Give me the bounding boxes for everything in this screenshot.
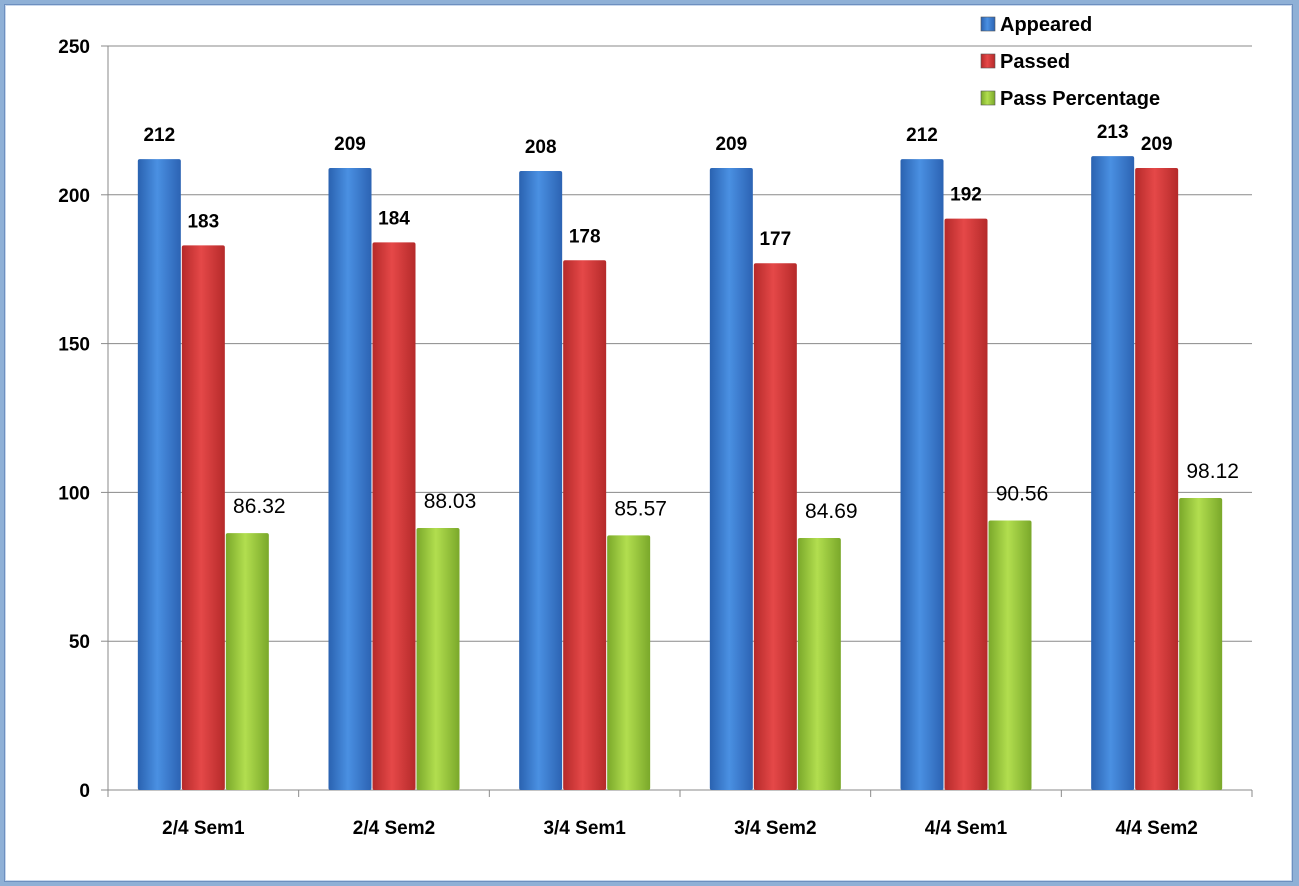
data-label: 86.32 (233, 495, 286, 518)
x-tick-label: 2/4 Sem1 (162, 818, 245, 839)
legend: Appeared Passed Pass Percentage (980, 14, 1160, 110)
y-tick-label: 200 (58, 186, 90, 207)
data-label: 88.03 (424, 490, 477, 513)
data-label: 183 (187, 211, 219, 232)
data-label: 84.69 (805, 500, 858, 523)
bar-pass-percentage (607, 535, 651, 790)
data-label: 209 (334, 134, 366, 155)
bars (137, 156, 1223, 791)
legend-swatch (980, 90, 996, 106)
x-tick-label: 3/4 Sem1 (543, 818, 626, 839)
bar-passed (1135, 168, 1179, 791)
y-tick-label: 0 (79, 781, 90, 802)
x-tick-label: 4/4 Sem2 (1115, 818, 1197, 839)
y-tick-label: 50 (69, 632, 90, 653)
data-label: 192 (950, 185, 982, 206)
bar-passed (944, 218, 988, 790)
bar-appeared (137, 159, 181, 790)
data-label: 85.57 (614, 497, 667, 520)
chart-frame: 0 50 100 150 200 250 2/4 Sem1 2/4 Sem2 3/4 Sem1 3… (4, 4, 1293, 882)
bar-appeared (328, 168, 372, 791)
bar-pass-percentage (988, 520, 1032, 790)
bar-appeared (519, 170, 563, 790)
legend-label: Appeared (1000, 14, 1092, 36)
bar-appeared (709, 168, 753, 791)
data-label: 98.12 (1186, 460, 1239, 483)
data-label: 208 (525, 137, 557, 158)
x-tick-label: 3/4 Sem2 (734, 818, 816, 839)
data-label: 178 (569, 226, 601, 247)
bar-pass-percentage (225, 533, 269, 790)
legend-swatch (980, 16, 996, 32)
data-label: 213 (1097, 122, 1129, 143)
bar-pass-percentage (1179, 497, 1223, 790)
y-tick-label: 100 (58, 483, 90, 504)
y-tick-label: 250 (58, 37, 90, 58)
data-label: 177 (759, 229, 791, 250)
gridlines (108, 45, 1252, 642)
y-tick-label: 150 (58, 335, 90, 356)
data-label: 212 (143, 125, 175, 146)
data-labels: 212 183 86.32 209 184 88.03 208 178 85.57 209 177 8… (143, 122, 1238, 523)
x-tick-label: 4/4 Sem1 (925, 818, 1008, 839)
legend-swatch (980, 53, 996, 69)
legend-label: Pass Percentage (1000, 88, 1160, 110)
bar-passed (563, 260, 607, 791)
x-tick-label: 2/4 Sem2 (353, 818, 435, 839)
bar-pass-percentage (416, 528, 460, 790)
data-label: 212 (906, 125, 938, 146)
data-label: 184 (378, 208, 410, 229)
data-label: 209 (715, 134, 747, 155)
bar-passed (181, 245, 225, 791)
bar-pass-percentage (797, 537, 841, 790)
data-label: 90.56 (996, 482, 1049, 505)
legend-label: Passed (1000, 51, 1070, 73)
bar-appeared (900, 159, 944, 790)
bar-appeared (1091, 156, 1135, 790)
data-label: 209 (1141, 134, 1173, 155)
bar-passed (753, 263, 797, 790)
bar-chart: 0 50 100 150 200 250 2/4 Sem1 2/4 Sem2 3/4 Sem1 3… (58, 14, 1253, 839)
axes: 0 50 100 150 200 250 2/4 Sem1 2/4 Sem2 3/4 Sem1 3… (58, 37, 1253, 839)
bar-passed (372, 242, 416, 790)
